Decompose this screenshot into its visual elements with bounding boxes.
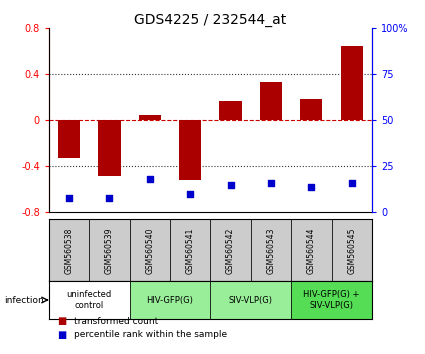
Text: GSM560542: GSM560542 — [226, 227, 235, 274]
Point — [308, 184, 314, 189]
Text: HIV-GFP(G) +
SIV-VLP(G): HIV-GFP(G) + SIV-VLP(G) — [303, 290, 360, 310]
Text: uninfected
control: uninfected control — [67, 290, 112, 310]
Text: percentile rank within the sample: percentile rank within the sample — [74, 330, 227, 339]
Bar — [340, 46, 363, 120]
Title: GDS4225 / 232544_at: GDS4225 / 232544_at — [134, 13, 286, 27]
Text: GSM560539: GSM560539 — [105, 227, 114, 274]
Text: SIV-VLP(G): SIV-VLP(G) — [229, 296, 273, 304]
Bar — [251, 219, 291, 281]
Text: HIV-GFP(G): HIV-GFP(G) — [147, 296, 193, 304]
Text: GSM560544: GSM560544 — [307, 227, 316, 274]
Bar — [98, 120, 121, 176]
Bar — [210, 281, 291, 319]
Point — [187, 191, 193, 197]
Bar — [179, 120, 201, 180]
Text: GSM560538: GSM560538 — [65, 227, 74, 274]
Text: transformed count: transformed count — [74, 316, 159, 326]
Bar — [332, 219, 372, 281]
Bar — [130, 281, 210, 319]
Text: GSM560543: GSM560543 — [266, 227, 275, 274]
Bar — [58, 120, 80, 158]
Bar — [291, 281, 372, 319]
Bar — [219, 101, 242, 120]
Point — [227, 182, 234, 188]
Point — [267, 180, 274, 186]
Bar — [89, 219, 130, 281]
Text: ■: ■ — [57, 330, 67, 339]
Text: GSM560541: GSM560541 — [186, 227, 195, 274]
Bar — [291, 219, 332, 281]
Text: infection: infection — [4, 296, 44, 304]
Bar — [260, 82, 282, 120]
Bar — [139, 115, 161, 120]
Text: ■: ■ — [57, 316, 67, 326]
Bar — [210, 219, 251, 281]
Bar — [49, 281, 130, 319]
Point — [146, 176, 153, 182]
Point — [348, 180, 355, 186]
Bar — [130, 219, 170, 281]
Text: GSM560545: GSM560545 — [347, 227, 356, 274]
Bar — [300, 98, 323, 120]
Bar — [170, 219, 210, 281]
Bar — [49, 219, 89, 281]
Point — [65, 195, 72, 200]
Point — [106, 195, 113, 200]
Text: GSM560540: GSM560540 — [145, 227, 154, 274]
